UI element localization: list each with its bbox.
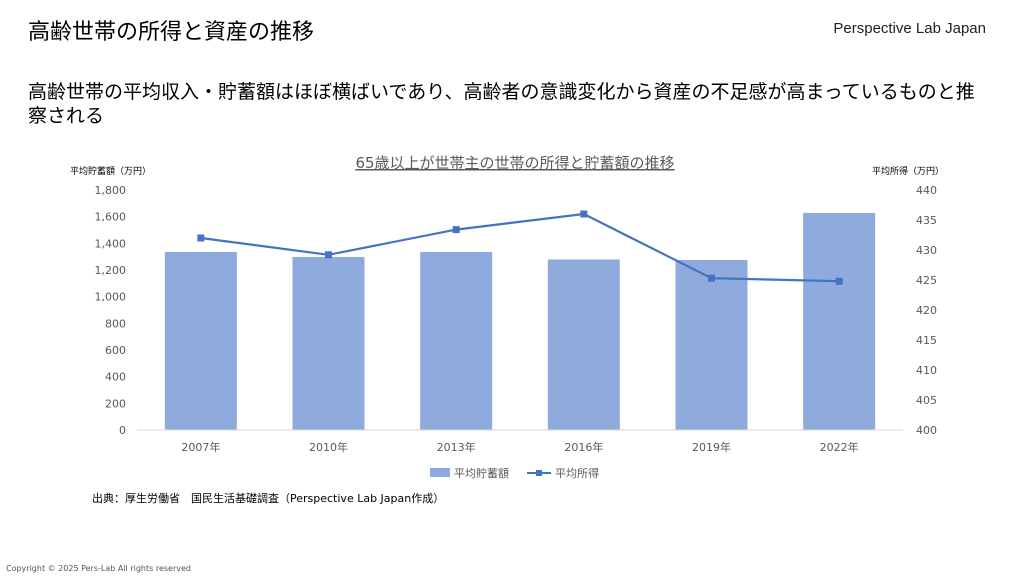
right-tick-label: 405 — [916, 394, 937, 407]
income-line — [200, 212, 840, 283]
x-tick-label: 2022年 — [820, 440, 859, 454]
x-tick-label: 2016年 — [564, 440, 603, 454]
page-title: 高齢世帯の所得と資産の推移 — [28, 20, 315, 45]
bar-2016年 — [547, 259, 620, 430]
left-tick-label: 1,600 — [95, 211, 127, 224]
bar-2007年 — [164, 252, 237, 430]
left-tick-label: 400 — [105, 371, 126, 384]
right-tick-label: 430 — [916, 244, 937, 257]
x-tick-label: 2010年 — [309, 440, 348, 454]
x-tick-label: 2007年 — [181, 440, 220, 454]
left-tick-label: 600 — [105, 344, 126, 357]
bar-2019年 — [675, 260, 748, 430]
left-tick-label: 1,800 — [95, 184, 127, 197]
income-point-2013年 — [452, 226, 460, 234]
legend-line-label: 平均所得 — [555, 467, 599, 480]
source-note: 出典：厚生労働省 国民生活基礎調査（Perspective Lab Japan作… — [92, 492, 445, 505]
left-tick-label: 800 — [105, 317, 126, 330]
legend-line-marker — [536, 470, 542, 476]
right-axis-label: 平均所得（万円） — [872, 165, 944, 177]
x-tick-label: 2019年 — [692, 440, 731, 454]
left-tick-label: 200 — [105, 397, 126, 410]
left-tick-label: 0 — [119, 424, 126, 437]
right-tick-label: 435 — [916, 214, 937, 227]
bar-2022年 — [803, 212, 876, 430]
left-tick-label: 1,000 — [95, 291, 127, 304]
right-tick-label: 400 — [916, 424, 937, 437]
copyright: Copyright © 2025 Pers-Lab All rights res… — [6, 564, 191, 573]
x-tick-label: 2013年 — [437, 440, 476, 454]
right-tick-label: 420 — [916, 304, 937, 317]
income-point-2016年 — [580, 210, 588, 218]
bar-2010年 — [292, 256, 365, 430]
income-point-2010年 — [325, 251, 332, 259]
left-tick-label: 1,200 — [95, 264, 127, 277]
chart-title: 65歳以上が世帯主の世帯の所得と貯蓄額の推移 — [355, 154, 674, 172]
brand-name: Perspective Lab Japan — [833, 20, 986, 37]
slide-subtitle: 高齢世帯の平均収入・貯蓄額はほぼ横ばいであり、高齢者の意識変化から資産の不足感が… — [28, 81, 975, 127]
right-tick-label: 440 — [916, 184, 937, 197]
income-point-2022年 — [835, 277, 843, 285]
legend: 平均貯蓄額 平均所得 — [430, 467, 599, 480]
right-tick-label: 425 — [916, 274, 937, 287]
left-tick-label: 1,400 — [95, 237, 127, 250]
right-tick-label: 410 — [916, 364, 937, 377]
bar-2013年 — [420, 252, 493, 430]
income-point-2007年 — [197, 234, 205, 242]
legend-bar-label: 平均貯蓄額 — [454, 467, 509, 480]
income-point-2019年 — [708, 274, 715, 282]
right-tick-label: 415 — [916, 334, 937, 347]
legend-bar-swatch — [430, 468, 450, 477]
left-axis-label: 平均貯蓄額（万円） — [70, 165, 151, 177]
